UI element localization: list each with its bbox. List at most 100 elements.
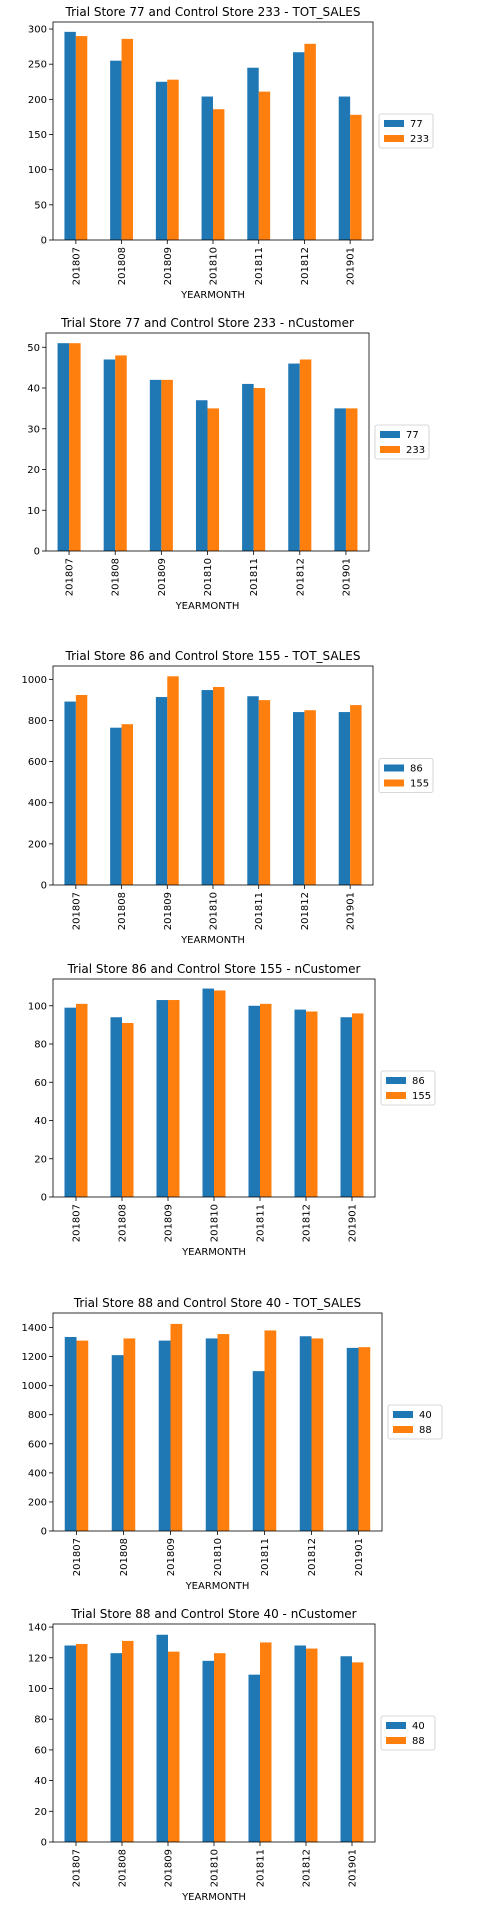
bar-77-201812 <box>288 363 300 551</box>
x-axis-label: YEARMONTH <box>180 290 245 301</box>
legend-swatch <box>386 1722 406 1729</box>
bar-40-201807 <box>64 1336 77 1531</box>
bar-155-201812 <box>304 710 316 885</box>
chart-title: Trial Store 86 and Control Store 155 - n… <box>67 962 361 976</box>
bar-233-201901 <box>350 114 362 240</box>
legend-label: 155 <box>412 1091 431 1102</box>
y-tick-label: 0 <box>41 1193 47 1204</box>
x-tick-label: 201809 <box>163 247 174 285</box>
bar-155-201810 <box>213 686 225 885</box>
bar-86-201812 <box>293 712 305 885</box>
bar-86-201901 <box>338 712 351 885</box>
bar-77-201810 <box>201 96 213 240</box>
legend-label: 86 <box>410 764 423 775</box>
bar-77-201811 <box>247 67 259 241</box>
bar-233-201810 <box>207 408 220 551</box>
bar-40-201808 <box>110 1653 122 1842</box>
y-tick-label: 0 <box>34 547 40 558</box>
y-tick-label: 40 <box>34 1776 47 1787</box>
x-tick-label: 201810 <box>209 892 220 930</box>
y-tick-label: 100 <box>28 1001 47 1012</box>
bar-155-201808 <box>122 1022 134 1197</box>
x-tick-label: 201808 <box>111 558 122 596</box>
x-tick-label: 201807 <box>65 558 76 596</box>
bar-77-201809 <box>155 81 168 241</box>
bar-233-201809 <box>161 379 173 551</box>
x-tick-label: 201811 <box>260 1538 271 1576</box>
bar-155-201811 <box>258 700 271 885</box>
bar-86-201811 <box>247 696 259 885</box>
x-tick-label: 201810 <box>203 558 214 596</box>
x-tick-label: 201811 <box>256 1204 267 1242</box>
bar-86-201807 <box>64 701 76 885</box>
bar-40-201808 <box>111 1355 124 1531</box>
y-tick-label: 200 <box>28 95 47 106</box>
bar-155-201812 <box>306 1011 318 1197</box>
x-tick-label: 201811 <box>256 1849 267 1887</box>
y-tick-label: 250 <box>28 60 47 71</box>
bar-233-201811 <box>258 91 271 241</box>
y-tick-label: 80 <box>34 1040 47 1051</box>
bar-88-201810 <box>214 1653 226 1842</box>
x-tick-label: 201810 <box>213 1538 224 1576</box>
bar-155-201807 <box>76 1003 88 1197</box>
bar-86-201810 <box>201 690 213 885</box>
bar-40-201901 <box>340 1656 352 1842</box>
bar-88-201810 <box>217 1334 230 1531</box>
bar-155-201810 <box>214 990 226 1197</box>
bar-233-201807 <box>75 36 88 241</box>
chart-5: 0 200 400 600 800 1000 1200 1400 201807 201808 201… <box>22 1296 443 1592</box>
legend-swatch <box>380 446 400 453</box>
bar-88-201808 <box>122 1640 134 1842</box>
bar-88-201807 <box>76 1643 88 1842</box>
y-tick-label: 0 <box>41 881 47 892</box>
bar-40-201809 <box>158 1340 171 1531</box>
y-tick-label: 800 <box>28 1410 47 1421</box>
legend-box <box>380 1715 436 1751</box>
chart-title: Trial Store 77 and Control Store 233 - n… <box>60 316 354 330</box>
legend-label: 88 <box>412 1736 425 1747</box>
y-tick-label: 400 <box>28 1468 47 1479</box>
y-tick-label: 0 <box>41 1527 47 1538</box>
x-tick-label: 201807 <box>71 247 82 285</box>
y-tick-label: 1000 <box>22 1381 47 1392</box>
legend-label: 233 <box>410 134 429 145</box>
bar-233-201812 <box>304 43 316 240</box>
legend-label: 40 <box>412 1721 425 1732</box>
x-tick-label: 201901 <box>341 558 352 596</box>
legend-label: 86 <box>412 1076 425 1087</box>
chart-4: 0 20 40 60 80 100 201807 201808 201809 201810 2018… <box>28 962 436 1258</box>
x-tick-label: 201808 <box>117 247 128 285</box>
x-tick-label: 201810 <box>209 247 220 285</box>
bar-77-201807 <box>57 343 70 551</box>
x-tick-label: 201812 <box>307 1538 318 1576</box>
chart-title: Trial Store 88 and Control Store 40 - nC… <box>70 1607 356 1621</box>
chart-1: 0 50 100 150 200 250 300 201807 201808 201809 2018… <box>28 5 434 301</box>
bar-77-201811 <box>242 383 254 551</box>
legend-swatch <box>384 764 404 772</box>
y-tick-label: 100 <box>28 165 47 176</box>
x-tick-label: 201809 <box>163 892 174 930</box>
legend-label: 155 <box>410 779 429 790</box>
y-tick-label: 600 <box>28 1439 47 1450</box>
bar-86-201808 <box>110 1017 122 1197</box>
x-tick-label: 201810 <box>210 1849 221 1887</box>
x-tick-label: 201901 <box>346 892 357 930</box>
x-tick-label: 201809 <box>164 1204 175 1242</box>
x-axis-label: YEARMONTH <box>185 1581 250 1592</box>
y-tick-label: 300 <box>28 25 47 36</box>
bar-77-201808 <box>110 60 122 241</box>
y-tick-label: 50 <box>34 200 47 211</box>
bar-233-201810 <box>213 109 225 240</box>
bar-40-201812 <box>294 1645 306 1842</box>
x-tick-label: 201808 <box>119 1538 130 1576</box>
bar-40-201807 <box>64 1645 76 1842</box>
y-tick-label: 0 <box>41 1838 47 1849</box>
y-tick-label: 0 <box>41 236 47 247</box>
chart-title: Trial Store 77 and Control Store 233 - T… <box>65 5 361 19</box>
